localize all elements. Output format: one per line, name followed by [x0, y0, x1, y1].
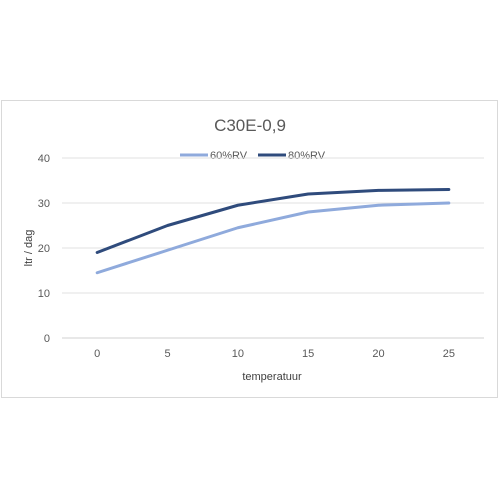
series-line-1 — [95, 201, 451, 275]
gridlines — [62, 157, 484, 339]
x-tick-label: 10 — [232, 348, 244, 360]
x-axis-ticks: 0 5 10 15 20 25 — [94, 348, 455, 360]
chart-frame — [1, 100, 498, 398]
x-tick-label: 5 — [164, 348, 170, 360]
x-tick-label: 20 — [372, 348, 384, 360]
y-axis-ticks: 0 10 20 30 40 — [38, 153, 50, 345]
y-tick-label: 10 — [38, 288, 50, 300]
y-tick-label: 0 — [44, 333, 50, 345]
x-tick-label: 25 — [443, 348, 455, 360]
chart-title: C30E-0,9 — [214, 116, 286, 135]
legend: 60%RV 80%RV — [180, 150, 326, 162]
y-tick-label: 30 — [38, 198, 50, 210]
x-tick-label: 0 — [94, 348, 100, 360]
series-lines — [95, 188, 451, 275]
y-axis-title: ltr / dag — [23, 230, 35, 267]
x-axis-title: temperatuur — [242, 371, 302, 383]
y-tick-label: 20 — [38, 243, 50, 255]
legend-label-2: 80%RV — [288, 150, 326, 162]
legend-label-1: 60%RV — [210, 150, 248, 162]
y-tick-label: 40 — [38, 153, 50, 165]
x-tick-label: 15 — [302, 348, 314, 360]
series-line-2 — [95, 188, 451, 254]
